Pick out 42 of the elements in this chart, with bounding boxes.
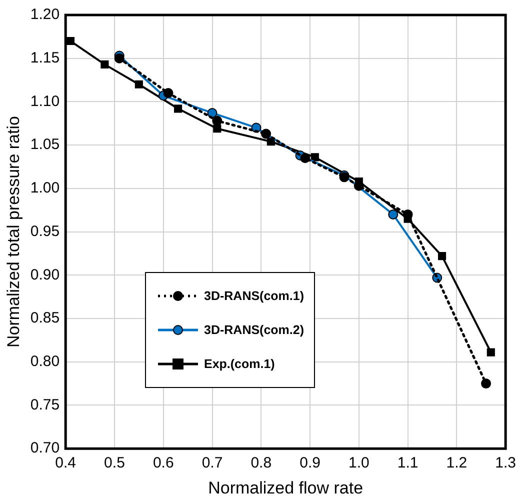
y-tick-label: 0.80 bbox=[30, 353, 60, 370]
y-tick-label: 0.85 bbox=[30, 310, 60, 327]
point bbox=[310, 153, 319, 162]
x-tick-label: 1.1 bbox=[397, 454, 418, 472]
y-tick-label: 0.70 bbox=[30, 440, 60, 457]
point bbox=[174, 104, 182, 113]
y-tick-label: 1.20 bbox=[30, 6, 60, 24]
y-tick-label: 0.90 bbox=[30, 266, 60, 284]
y-tick-label: 1.15 bbox=[30, 50, 60, 66]
point bbox=[100, 60, 109, 68]
x-tick-label: 1.2 bbox=[446, 454, 468, 472]
x-tick-label: 1.3 bbox=[495, 454, 516, 472]
point bbox=[134, 80, 143, 88]
y-tick-label: 1.00 bbox=[30, 180, 60, 197]
point bbox=[388, 209, 398, 220]
y-axis-title: Normalized total pressure ratio bbox=[4, 116, 23, 348]
x-axis-title: Normalized flow rate bbox=[208, 478, 364, 498]
point bbox=[114, 53, 124, 64]
x-tick-label: 0.6 bbox=[152, 454, 174, 472]
point bbox=[213, 124, 222, 133]
legend-label: Exp.(com.1) bbox=[204, 357, 275, 371]
x-tick-label: 1.0 bbox=[348, 454, 370, 472]
x-tick-label: 0.8 bbox=[250, 454, 272, 472]
point bbox=[212, 116, 222, 126]
point bbox=[402, 209, 413, 220]
y-tick-label: 1.05 bbox=[30, 136, 60, 154]
point bbox=[438, 252, 446, 260]
x-tick-label: 0.9 bbox=[300, 454, 320, 472]
legend-label: 3D-RANS(com.2) bbox=[204, 323, 304, 337]
y-tick-label: 1.10 bbox=[30, 92, 60, 110]
point bbox=[486, 348, 495, 356]
legend-label: 3D-RANS(com.1) bbox=[204, 289, 304, 303]
y-tick-label: 0.75 bbox=[30, 396, 60, 414]
x-tick-label: 0.7 bbox=[202, 454, 223, 472]
y-tick-label: 0.95 bbox=[30, 222, 60, 240]
point bbox=[163, 88, 174, 98]
point bbox=[261, 128, 272, 139]
x-tick-label: 0.4 bbox=[55, 454, 76, 472]
point bbox=[481, 378, 492, 389]
point bbox=[300, 153, 310, 164]
x-tick-label: 0.5 bbox=[104, 454, 125, 472]
point bbox=[66, 36, 75, 46]
